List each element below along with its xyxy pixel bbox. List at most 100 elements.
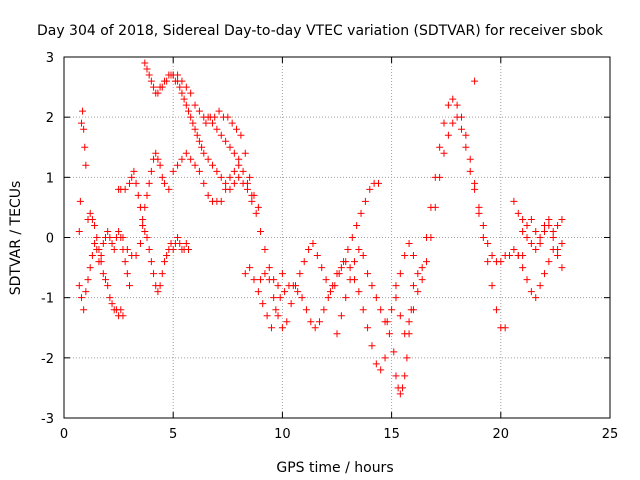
grid-lines <box>64 57 610 418</box>
data-point <box>471 185 479 193</box>
data-point <box>76 197 84 205</box>
data-point <box>160 258 168 266</box>
data-point <box>226 185 234 193</box>
y-tick-label: -2 <box>41 352 54 367</box>
data-point <box>265 264 273 272</box>
data-point <box>123 270 131 278</box>
data-point <box>523 221 531 229</box>
data-point <box>466 167 474 175</box>
data-point <box>156 282 164 290</box>
data-point <box>453 101 461 109</box>
data-point <box>296 270 304 278</box>
x-tick-label: 5 <box>169 427 177 442</box>
data-point <box>254 203 262 211</box>
series-track-6 <box>169 71 286 290</box>
data-point <box>377 366 385 374</box>
data-point <box>392 372 400 380</box>
data-point <box>414 288 422 296</box>
data-point <box>257 227 265 235</box>
y-axis-label: SDTVAR / TECUs <box>8 181 24 296</box>
data-point <box>540 227 548 235</box>
data-point <box>364 324 372 332</box>
data-point <box>195 167 203 175</box>
data-point <box>392 294 400 302</box>
data-point <box>150 270 158 278</box>
data-point <box>250 276 258 284</box>
data-point <box>536 240 544 248</box>
data-point <box>510 197 518 205</box>
data-point <box>128 173 136 181</box>
data-point <box>270 294 278 302</box>
data-point <box>453 113 461 121</box>
data-point <box>134 191 142 199</box>
data-point <box>104 227 112 235</box>
data-point <box>444 101 452 109</box>
data-point <box>150 83 158 91</box>
data-point <box>335 270 343 278</box>
data-point <box>81 143 89 151</box>
data-point <box>558 215 566 223</box>
data-point <box>82 161 90 169</box>
data-point <box>176 240 184 248</box>
data-point <box>466 155 474 163</box>
data-point <box>108 240 116 248</box>
data-point <box>276 294 284 302</box>
data-point <box>283 318 291 326</box>
data-point <box>545 215 553 223</box>
data-point <box>449 95 457 103</box>
data-point <box>80 306 88 314</box>
data-point <box>300 258 308 266</box>
data-point <box>209 161 217 169</box>
data-point <box>121 185 129 193</box>
data-point <box>193 131 201 139</box>
data-point <box>241 270 249 278</box>
data-point <box>540 270 548 278</box>
data-point <box>475 203 483 211</box>
data-point <box>252 209 260 217</box>
data-point <box>274 312 282 320</box>
data-point <box>145 246 153 254</box>
data-point <box>359 252 367 260</box>
data-point <box>471 77 479 85</box>
data-point <box>344 246 352 254</box>
data-point <box>191 125 199 133</box>
data-point <box>396 390 404 398</box>
x-axis-label: GPS time / hours <box>276 460 393 476</box>
data-point <box>217 131 225 139</box>
data-point <box>527 240 535 248</box>
data-point <box>368 342 376 350</box>
data-point <box>235 155 243 163</box>
data-point <box>462 131 470 139</box>
data-point <box>322 276 330 284</box>
series-track-1 <box>75 107 127 320</box>
data-point <box>372 360 380 368</box>
data-point <box>346 264 354 272</box>
data-point <box>333 330 341 338</box>
data-point <box>136 240 144 248</box>
data-point <box>549 234 557 241</box>
data-point <box>523 234 531 241</box>
data-point <box>184 246 192 254</box>
data-point <box>235 161 243 169</box>
data-point <box>261 246 269 254</box>
data-point <box>139 221 147 229</box>
data-point <box>165 185 173 193</box>
data-point <box>554 246 562 254</box>
data-point <box>545 258 553 266</box>
data-point <box>549 227 557 235</box>
data-point <box>217 197 225 205</box>
data-point <box>519 264 527 272</box>
x-tick-label: 15 <box>383 427 400 442</box>
data-point <box>396 312 404 320</box>
data-point <box>174 234 182 241</box>
data-point <box>510 246 518 254</box>
series-track-13 <box>471 77 479 85</box>
data-point <box>368 282 376 290</box>
series-track-3 <box>115 167 192 296</box>
data-point <box>383 318 391 326</box>
data-point <box>195 137 203 145</box>
data-point <box>187 113 195 121</box>
data-point <box>130 167 138 175</box>
data-point <box>423 258 431 266</box>
data-point <box>147 77 155 85</box>
